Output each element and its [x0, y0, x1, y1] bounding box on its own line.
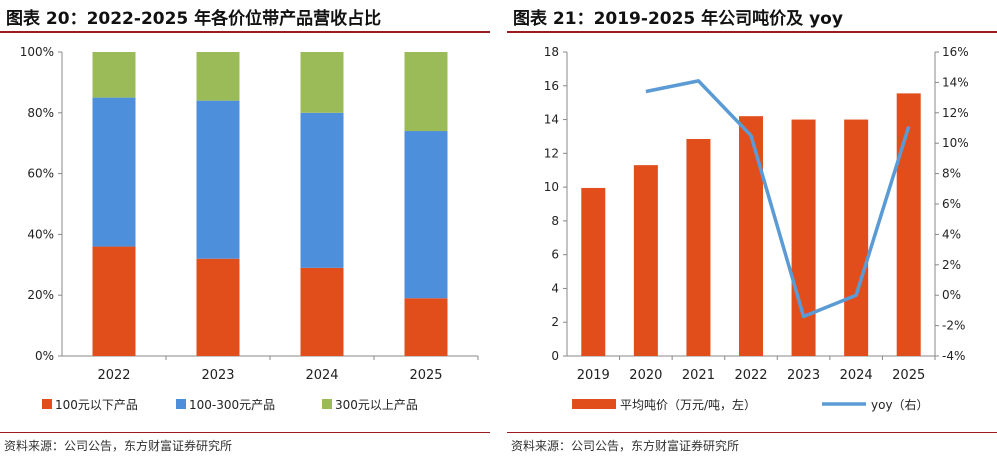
y-tick-right-label: 8% [942, 167, 961, 181]
y-tick-right-label: -4% [942, 349, 965, 363]
y-tick-right-label: 14% [942, 75, 969, 89]
y-tick-left-label: 0 [551, 349, 559, 363]
x-tick-label: 2024 [305, 368, 338, 383]
x-tick-label: 2025 [892, 368, 925, 383]
y-tick-right-label: 0% [942, 288, 961, 302]
bar-segment [300, 112, 344, 268]
chart-title: 图表 20：2022-2025 年各价位带产品营收占比 [6, 9, 382, 29]
bar-segment [300, 52, 344, 113]
legend-swatch-bar [572, 399, 616, 409]
x-tick-label: 2019 [577, 368, 610, 383]
x-tick-label: 2022 [734, 368, 767, 383]
bar-segment [300, 267, 344, 356]
legend-label-bar: 平均吨价（万元/吨，左） [620, 397, 756, 412]
stacked-bar-chart: 0% 20% 40% 60% 80% 100% 2022 2023 2024 2025 100元以下… [20, 45, 479, 412]
y-tick-label: 60% [27, 167, 54, 181]
source-rule [0, 432, 490, 433]
chart-title: 图表 21：2019-2025 年公司吨价及 yoy [513, 9, 843, 29]
bar-segment [92, 97, 136, 247]
y-tick-label: 0% [35, 349, 54, 363]
y-tick-left-label: 8 [551, 214, 559, 228]
source-note: 资料来源：公司公告，东方财富证券研究所 [511, 439, 740, 453]
bar-segment [92, 246, 136, 356]
legend-label: 100元以下产品 [55, 398, 138, 412]
bar-segment [196, 258, 240, 356]
y-tick-right-label: 2% [942, 258, 961, 272]
bar-segment [404, 298, 448, 356]
x-tick-label: 2023 [201, 368, 234, 383]
legend-swatch [176, 399, 186, 409]
bar [633, 165, 658, 356]
bar-segment [404, 131, 448, 299]
bar-segment [196, 52, 240, 101]
bar-segment [92, 52, 136, 98]
y-tick-label: 100% [20, 45, 54, 59]
bar [739, 116, 763, 356]
legend-swatch [322, 399, 332, 409]
y-tick-left-label: 6 [551, 248, 559, 262]
y-tick-left-label: 2 [551, 315, 559, 329]
y-tick-right-label: -2% [942, 319, 965, 333]
y-tick-left-label: 10 [544, 180, 559, 194]
legend-label-line: yoy（右） [871, 397, 929, 412]
y-tick-right-label: 10% [942, 136, 969, 150]
x-tick-label: 2022 [97, 368, 130, 383]
y-tick-left-label: 18 [544, 45, 559, 59]
y-tick-right-label: 12% [942, 106, 969, 120]
bar [581, 187, 606, 356]
yoy-line [645, 79, 911, 319]
y-tick-left-label: 14 [544, 113, 559, 127]
bar-segment [404, 52, 448, 132]
x-tick-label: 2021 [682, 368, 715, 383]
source-rule [507, 432, 997, 433]
y-tick-left-label: 16 [544, 79, 559, 93]
bar-line-chart: 0 2 4 6 8 10 12 14 16 18 -4% -2% 0% 2% 4% 6% 8% 10% 12% 14%… [544, 45, 969, 412]
x-tick-label: 2025 [409, 368, 442, 383]
y-tick-label: 40% [27, 227, 54, 241]
y-tick-label: 20% [27, 288, 54, 302]
x-tick-label: 2020 [629, 368, 662, 383]
panel-left: 图表 20：2022-2025 年各价位带产品营收占比 0% 20% 40% 60% 8… [0, 0, 490, 459]
legend-label: 100-300元产品 [189, 398, 275, 412]
y-tick-left-label: 12 [544, 146, 559, 160]
legend-label: 300元以上产品 [335, 398, 418, 412]
panel-right: 图表 21：2019-2025 年公司吨价及 yoy 0 2 4 6 8 10 12 14 16… [507, 0, 997, 459]
y-tick-left-label: 4 [551, 281, 559, 295]
legend-swatch [42, 399, 52, 409]
y-tick-right-label: 6% [942, 197, 961, 211]
bar [844, 119, 869, 356]
y-tick-label: 80% [27, 106, 54, 120]
source-note: 资料来源：公司公告，东方财富证券研究所 [4, 439, 233, 453]
y-tick-right-label: 16% [942, 45, 969, 59]
bar-segment [196, 100, 240, 259]
title-rule [0, 31, 490, 33]
title-rule [507, 31, 997, 33]
bar [896, 93, 921, 356]
x-tick-label: 2024 [840, 368, 873, 383]
bar [686, 138, 711, 356]
x-tick-label: 2023 [787, 368, 820, 383]
bar [791, 119, 816, 356]
y-tick-right-label: 4% [942, 227, 961, 241]
